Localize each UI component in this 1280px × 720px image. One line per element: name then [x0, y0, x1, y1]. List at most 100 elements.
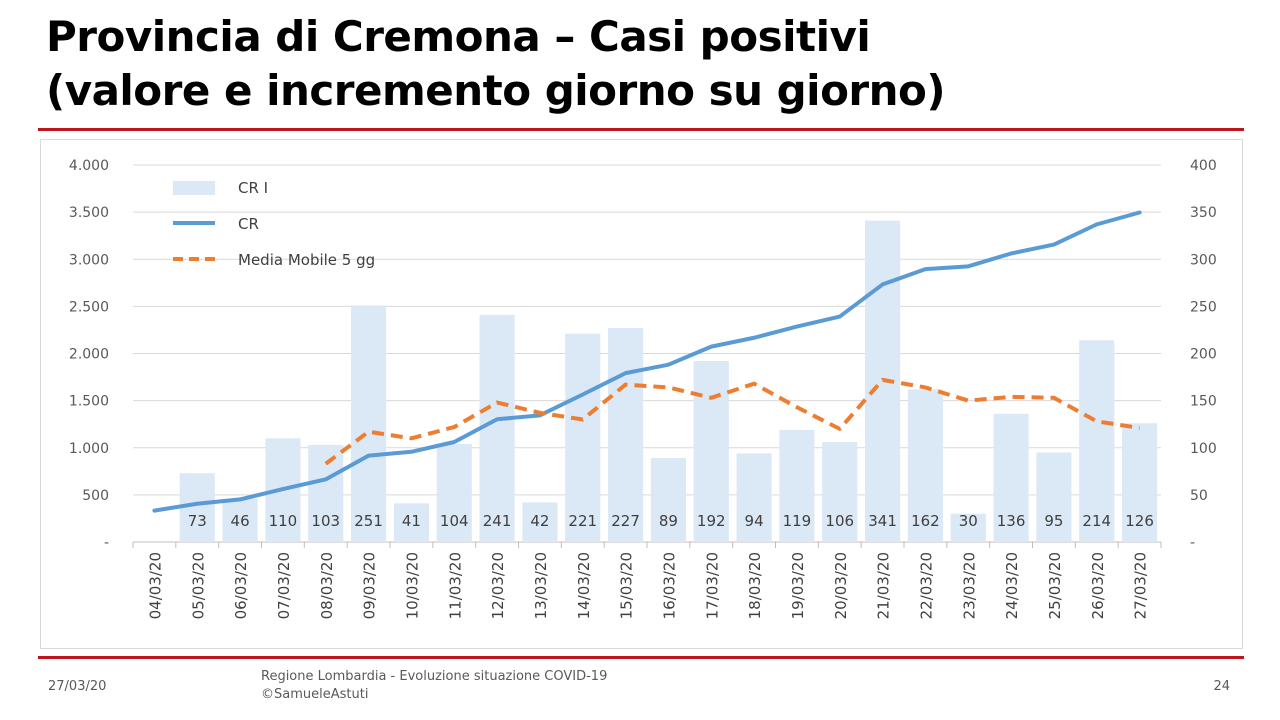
x-tick-label: 04/03/20 [146, 552, 164, 619]
x-tick-label: 12/03/20 [489, 552, 507, 619]
bar-data-label: 251 [354, 512, 383, 530]
x-tick-label: 22/03/20 [917, 552, 935, 619]
bar-data-label: 95 [1044, 512, 1063, 530]
legend-label-cr: CR [238, 215, 259, 233]
x-tick-label: 24/03/20 [1003, 552, 1021, 619]
x-tick-label: 15/03/20 [618, 552, 636, 619]
bar-data-label: 94 [745, 512, 764, 530]
bar-data-label: 221 [568, 512, 597, 530]
title-line-2: (valore e incremento giorno su giorno) [46, 66, 946, 115]
chart-frame: - 500 1.000 1.500 2.000 2.500 3.000 3.500 4.000 -… [40, 139, 1243, 649]
bar-data-label: 73 [188, 512, 207, 530]
bar-data-label: 103 [311, 512, 340, 530]
footer-source-line-2: ©SamueleAstuti [261, 687, 369, 702]
bar-cr-i [1122, 423, 1158, 542]
x-tick-label: 13/03/20 [532, 552, 550, 619]
x-tick-label: 27/03/20 [1132, 552, 1150, 619]
footer-date: 27/03/20 [48, 679, 107, 694]
y-left-tick-label: 3.500 [69, 205, 109, 221]
x-tick-label: 21/03/20 [875, 552, 893, 619]
bar-cr-i [479, 314, 515, 542]
x-tick-label: 26/03/20 [1089, 552, 1107, 619]
bar-data-label: 119 [783, 512, 812, 530]
y-left-tick-label: 2.500 [69, 299, 109, 315]
bar-cr-i [351, 305, 387, 542]
bar-data-label: 42 [530, 512, 549, 530]
bar-data-label: 104 [440, 512, 469, 530]
y-right-tick-label: 400 [1190, 158, 1217, 174]
x-tick-label: 17/03/20 [703, 552, 721, 619]
y-left-tick-label: 2.000 [69, 347, 109, 363]
bar-data-label: 89 [659, 512, 678, 530]
x-tick-label: 14/03/20 [575, 552, 593, 619]
bar-cr-i [736, 453, 772, 542]
bar-data-label: 227 [611, 512, 640, 530]
bar-cr-i [650, 458, 686, 542]
y-left-tick-label: 1.500 [69, 394, 109, 410]
bar-cr-i [1079, 340, 1115, 542]
y-right-tick-label: 50 [1190, 488, 1208, 504]
bar-data-label: 46 [231, 512, 250, 530]
x-tick-label: 07/03/20 [275, 552, 293, 619]
bar-cr-i [693, 361, 729, 542]
x-tick-label: 05/03/20 [189, 552, 207, 619]
legend-label-cr-i: CR I [238, 179, 268, 197]
bar-cr-i [608, 328, 644, 542]
bar-data-label: 192 [697, 512, 726, 530]
footer-source-line-1: Regione Lombardia - Evoluzione situazion… [261, 669, 608, 684]
bar-data-label: 162 [911, 512, 940, 530]
x-tick-label: 25/03/20 [1046, 552, 1064, 619]
bar-data-label: 106 [825, 512, 854, 530]
y-right-tick-label: 200 [1190, 347, 1217, 363]
x-tick-label: 11/03/20 [446, 552, 464, 619]
y-right-tick-label: 300 [1190, 252, 1217, 268]
y-right-tick-label: - [1190, 535, 1195, 551]
bar-cr-i [565, 333, 601, 542]
bar-data-label: 241 [483, 512, 512, 530]
page-title: Provincia di Cremona – Casi positivi (va… [46, 10, 946, 118]
bar-data-label: 136 [997, 512, 1026, 530]
page-number: 24 [1213, 679, 1230, 694]
bar-cr-i [779, 429, 815, 542]
header-divider [38, 128, 1244, 131]
bar-data-label: 110 [269, 512, 298, 530]
y-right-tick-label: 250 [1190, 299, 1217, 315]
x-tick-label: 18/03/20 [746, 552, 764, 619]
y-left-tick-label: - [104, 535, 109, 551]
bar-data-label: 341 [868, 512, 897, 530]
y-right-tick-label: 100 [1190, 441, 1217, 457]
title-line-1: Provincia di Cremona – Casi positivi [46, 12, 871, 61]
x-tick-label: 09/03/20 [361, 552, 379, 619]
y-right-tick-label: 150 [1190, 394, 1217, 410]
x-tick-label: 20/03/20 [832, 552, 850, 619]
x-tick-label: 08/03/20 [318, 552, 336, 619]
bar-data-label: 126 [1125, 512, 1154, 530]
series-line-cr [152, 210, 1142, 513]
legend-label-moving-average: Media Mobile 5 gg [238, 251, 375, 269]
footer-divider [38, 656, 1244, 659]
x-tick-label: 23/03/20 [960, 552, 978, 619]
bar-cr-i [393, 503, 429, 542]
combo-chart: - 500 1.000 1.500 2.000 2.500 3.000 3.500 4.000 -… [69, 158, 1217, 619]
bar-cr-i [907, 389, 943, 542]
bar-cr-i [822, 442, 858, 542]
y-left-tick-label: 4.000 [69, 158, 109, 174]
legend-swatch-cr-i [173, 181, 215, 195]
x-tick-label: 19/03/20 [789, 552, 807, 619]
y-left-tick-label: 1.000 [69, 441, 109, 457]
y-right-tick-label: 350 [1190, 205, 1217, 221]
x-tick-label: 16/03/20 [660, 552, 678, 619]
bar-cr-i [993, 413, 1029, 542]
bar-cr-i [522, 502, 558, 542]
footer-source: Regione Lombardia - Evoluzione situazion… [261, 668, 607, 704]
bar-data-label: 30 [959, 512, 978, 530]
bar-cr-i [950, 513, 986, 542]
x-tick-label: 06/03/20 [232, 552, 250, 619]
bar-cr-i [436, 443, 472, 542]
bar-cr-i [222, 498, 258, 542]
y-left-tick-label: 3.000 [69, 252, 109, 268]
bar-cr-i [308, 444, 344, 542]
bar-cr-i [1036, 452, 1072, 542]
x-tick-label: 10/03/20 [403, 552, 421, 619]
bar-data-label: 41 [402, 512, 421, 530]
